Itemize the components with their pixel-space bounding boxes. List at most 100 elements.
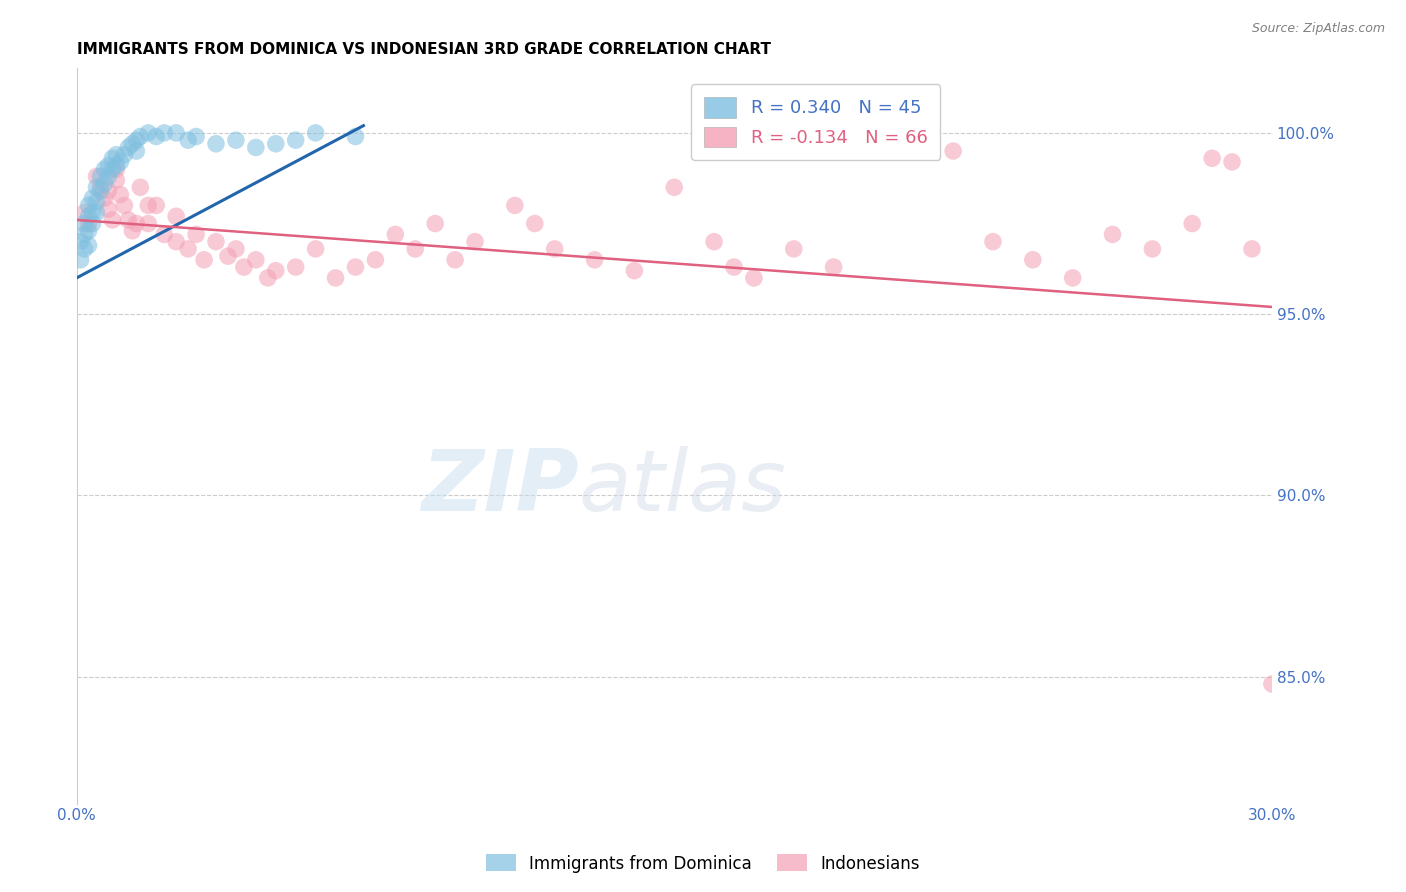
Point xyxy=(112,147,135,161)
Point xyxy=(97,202,120,216)
Point xyxy=(153,227,176,242)
Point xyxy=(77,238,100,252)
Point xyxy=(136,198,159,212)
Point xyxy=(284,133,307,147)
Text: atlas: atlas xyxy=(579,446,786,529)
Point xyxy=(903,133,925,147)
Point xyxy=(1062,271,1084,285)
Point xyxy=(205,136,228,151)
Point xyxy=(304,126,326,140)
Point xyxy=(73,242,96,256)
Point xyxy=(425,217,447,231)
Point xyxy=(1142,242,1164,256)
Point xyxy=(523,217,546,231)
Point xyxy=(623,263,645,277)
Point xyxy=(862,126,884,140)
Point xyxy=(93,162,115,177)
Point xyxy=(823,260,845,274)
Point xyxy=(125,144,148,158)
Point xyxy=(82,205,104,219)
Point xyxy=(217,249,239,263)
Point xyxy=(86,194,108,209)
Point xyxy=(105,159,128,173)
Point xyxy=(93,191,115,205)
Point xyxy=(117,213,139,227)
Point xyxy=(101,162,124,177)
Point xyxy=(225,242,247,256)
Point xyxy=(117,140,139,154)
Point xyxy=(153,126,176,140)
Point xyxy=(177,242,200,256)
Point xyxy=(73,205,96,219)
Point xyxy=(165,235,187,249)
Point xyxy=(404,242,426,256)
Point xyxy=(344,129,367,144)
Point xyxy=(101,151,124,165)
Point xyxy=(503,198,526,212)
Point xyxy=(105,147,128,161)
Point xyxy=(77,217,100,231)
Text: ZIP: ZIP xyxy=(420,446,579,529)
Point xyxy=(225,133,247,147)
Point xyxy=(1022,252,1045,267)
Point xyxy=(125,133,148,147)
Point xyxy=(1220,155,1243,169)
Point xyxy=(544,242,567,256)
Point xyxy=(723,260,745,274)
Point xyxy=(184,129,207,144)
Point xyxy=(129,180,152,194)
Point xyxy=(264,136,287,151)
Point xyxy=(165,126,187,140)
Point xyxy=(256,271,278,285)
Point xyxy=(664,180,686,194)
Point xyxy=(86,169,108,184)
Point xyxy=(364,252,387,267)
Point xyxy=(245,252,267,267)
Text: Source: ZipAtlas.com: Source: ZipAtlas.com xyxy=(1251,22,1385,36)
Point xyxy=(105,162,128,177)
Point xyxy=(129,129,152,144)
Point xyxy=(86,180,108,194)
Point xyxy=(86,205,108,219)
Point xyxy=(177,133,200,147)
Point xyxy=(583,252,606,267)
Point xyxy=(1240,242,1263,256)
Point xyxy=(1261,677,1284,691)
Point xyxy=(136,217,159,231)
Point xyxy=(245,140,267,154)
Point xyxy=(325,271,347,285)
Point xyxy=(145,129,167,144)
Point xyxy=(742,271,765,285)
Point xyxy=(93,177,115,191)
Point xyxy=(97,169,120,184)
Point xyxy=(464,235,486,249)
Point xyxy=(165,209,187,223)
Point xyxy=(1181,217,1204,231)
Point xyxy=(783,242,806,256)
Point xyxy=(136,126,159,140)
Text: IMMIGRANTS FROM DOMINICA VS INDONESIAN 3RD GRADE CORRELATION CHART: IMMIGRANTS FROM DOMINICA VS INDONESIAN 3… xyxy=(76,42,770,57)
Point xyxy=(112,198,135,212)
Point xyxy=(304,242,326,256)
Point xyxy=(344,260,367,274)
Point xyxy=(97,159,120,173)
Point xyxy=(184,227,207,242)
Point xyxy=(89,180,111,194)
Point xyxy=(77,224,100,238)
Point xyxy=(1201,151,1223,165)
Point xyxy=(981,235,1004,249)
Point xyxy=(384,227,406,242)
Point xyxy=(89,184,111,198)
Point xyxy=(264,263,287,277)
Point xyxy=(110,155,132,169)
Point xyxy=(97,184,120,198)
Point xyxy=(73,227,96,242)
Point xyxy=(284,260,307,274)
Point xyxy=(942,144,965,158)
Point xyxy=(105,173,128,187)
Point xyxy=(193,252,215,267)
Legend: Immigrants from Dominica, Indonesians: Immigrants from Dominica, Indonesians xyxy=(479,847,927,880)
Point xyxy=(82,191,104,205)
Point xyxy=(69,235,91,249)
Point xyxy=(89,169,111,184)
